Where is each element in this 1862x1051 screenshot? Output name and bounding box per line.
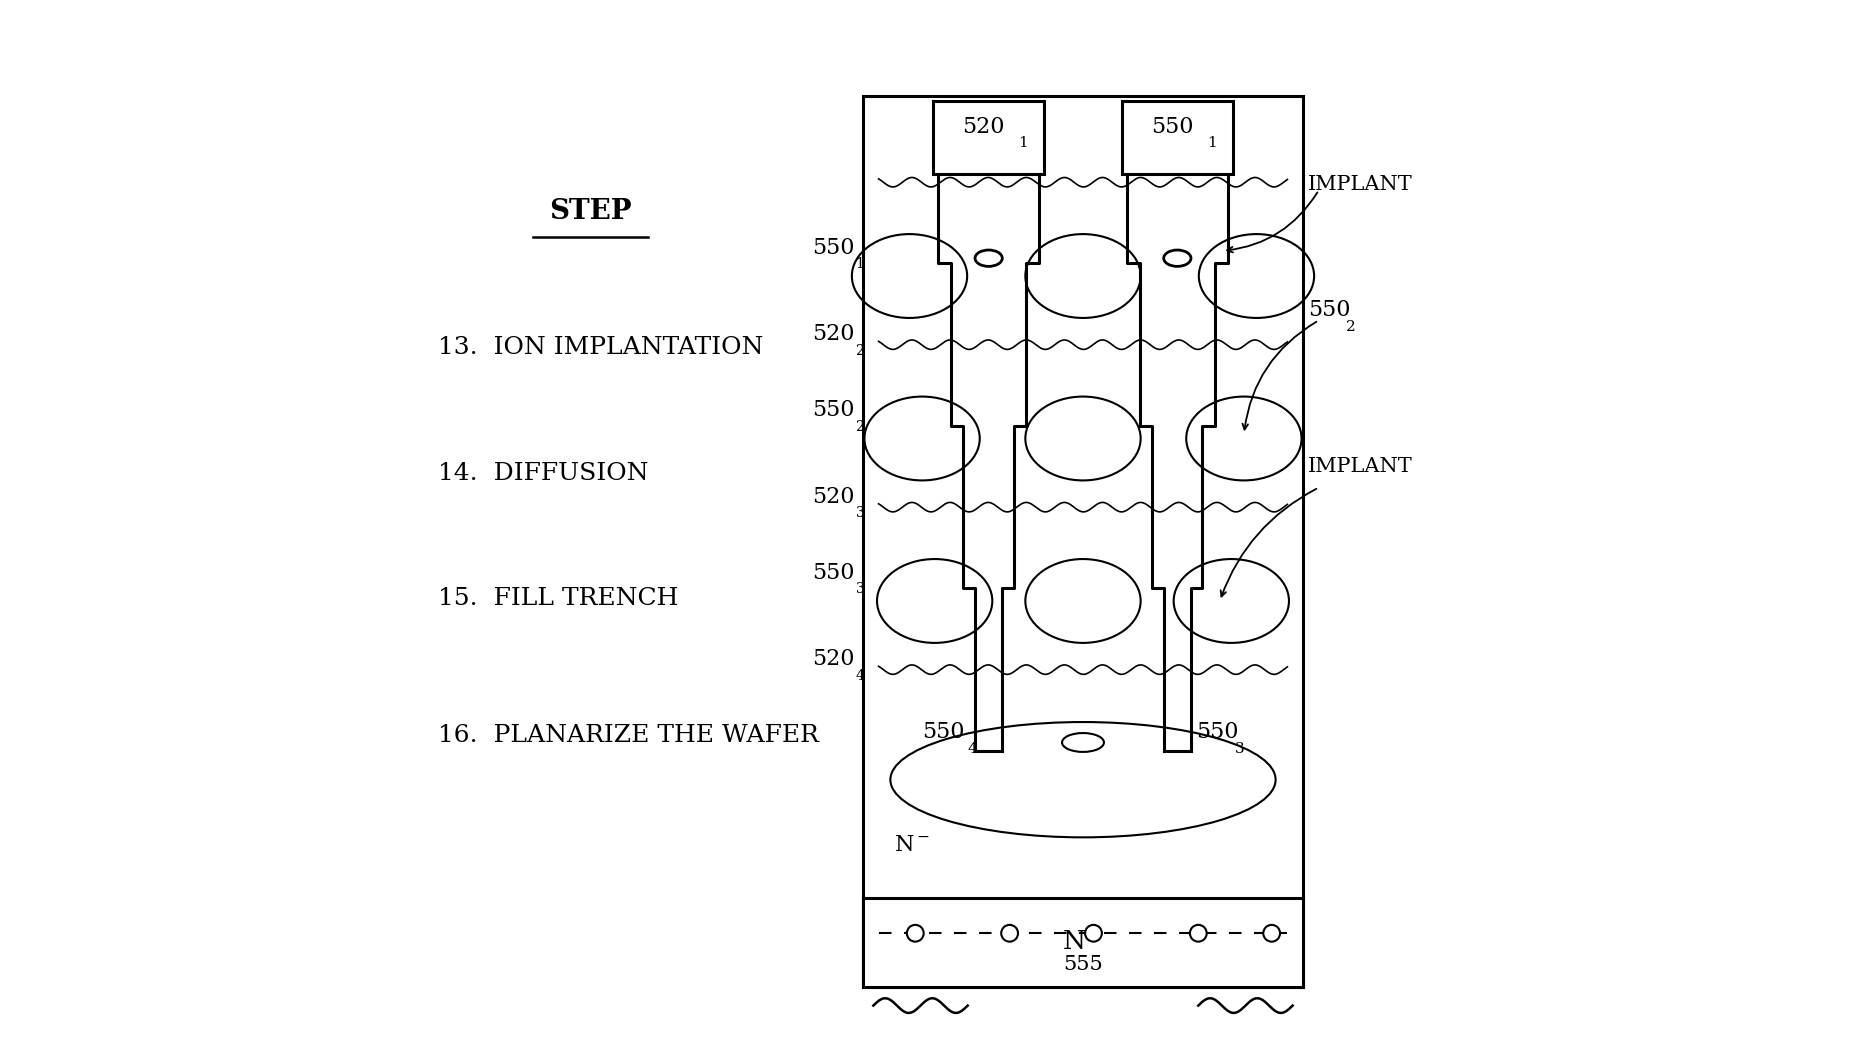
Text: IMPLANT: IMPLANT (1309, 176, 1413, 194)
Text: STEP: STEP (549, 198, 631, 225)
Text: 3: 3 (855, 507, 864, 520)
Text: 4: 4 (855, 668, 864, 683)
Text: 555: 555 (1063, 955, 1102, 974)
Bar (933, 101, 1045, 174)
Text: 550: 550 (812, 236, 855, 259)
Circle shape (1002, 925, 1019, 942)
Text: 2: 2 (1346, 320, 1356, 333)
Circle shape (1262, 925, 1279, 942)
Text: IMPLANT: IMPLANT (1309, 457, 1413, 476)
Text: 1: 1 (1019, 136, 1028, 150)
Text: 4: 4 (966, 742, 978, 756)
Text: 1: 1 (855, 257, 864, 271)
Circle shape (1190, 925, 1207, 942)
Bar (862, 96, 1303, 987)
Text: 520: 520 (812, 648, 855, 671)
Text: 550: 550 (1195, 721, 1238, 743)
Text: 520: 520 (963, 117, 1005, 138)
Text: 3: 3 (855, 582, 864, 596)
Text: 2: 2 (855, 344, 864, 358)
Text: 3: 3 (1235, 742, 1244, 756)
Text: 1: 1 (1207, 136, 1216, 150)
Text: 550: 550 (1309, 298, 1350, 321)
Text: N$^-$: N$^-$ (894, 834, 931, 857)
Text: 550: 550 (812, 561, 855, 583)
Bar (862, 898, 1303, 987)
Bar (1121, 101, 1233, 174)
Text: 520: 520 (812, 324, 855, 345)
Text: 550: 550 (922, 721, 965, 743)
Text: 520: 520 (812, 486, 855, 508)
Text: 550: 550 (1151, 117, 1194, 138)
Text: 13.  ION IMPLANTATION: 13. ION IMPLANTATION (438, 336, 763, 358)
Text: 16.  PLANARIZE THE WAFER: 16. PLANARIZE THE WAFER (438, 724, 819, 746)
Text: N$^+$: N$^+$ (1061, 929, 1104, 955)
Text: 550: 550 (812, 399, 855, 421)
Text: 2: 2 (855, 420, 864, 434)
Text: 15.  FILL TRENCH: 15. FILL TRENCH (438, 588, 680, 611)
Circle shape (1086, 925, 1102, 942)
Text: 14.  DIFFUSION: 14. DIFFUSION (438, 461, 648, 485)
Circle shape (907, 925, 924, 942)
